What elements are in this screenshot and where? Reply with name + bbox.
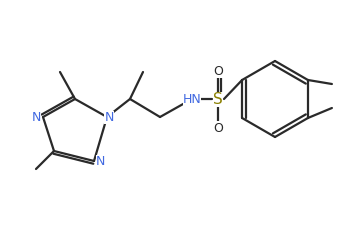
Text: O: O	[213, 65, 223, 78]
Text: HN: HN	[183, 93, 201, 106]
Text: N: N	[96, 155, 105, 168]
Text: N: N	[32, 111, 41, 124]
Text: N: N	[104, 111, 114, 124]
Text: O: O	[213, 121, 223, 134]
Text: S: S	[213, 92, 223, 107]
